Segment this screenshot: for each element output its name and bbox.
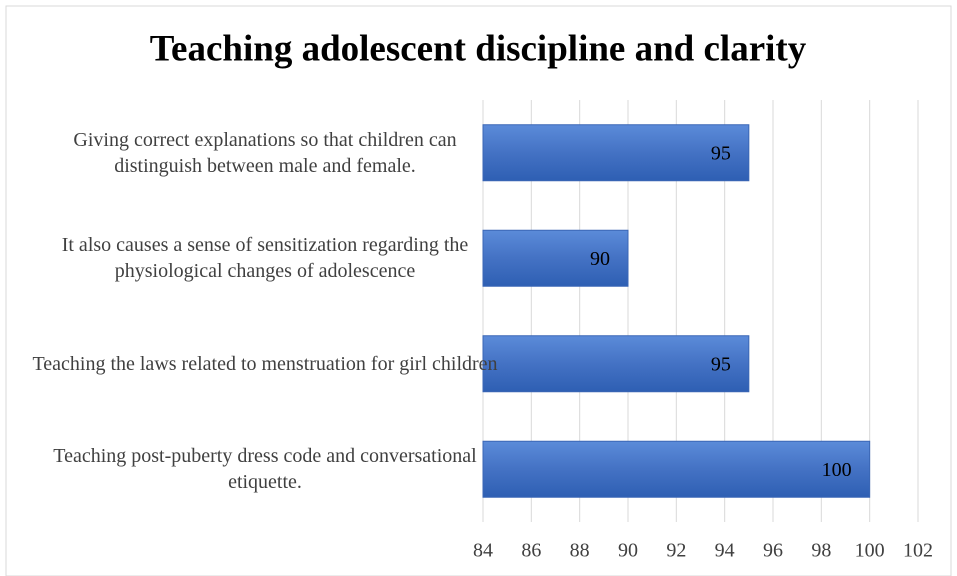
x-tick-label: 92	[666, 540, 686, 562]
bar	[482, 335, 750, 393]
y-tick-label: It also causes a sense of sensitization …	[61, 234, 469, 283]
data-label: 95	[711, 353, 731, 375]
x-tick-label: 88	[570, 540, 590, 562]
x-tick-label: 86	[521, 540, 541, 562]
x-tick-label: 98	[811, 540, 831, 562]
bar	[482, 124, 750, 182]
data-label: 95	[711, 142, 731, 164]
x-tick-label: 84	[473, 540, 493, 562]
bar	[482, 440, 871, 498]
x-tick-label: 100	[855, 540, 885, 562]
chart-title: Teaching adolescent discipline and clari…	[150, 28, 807, 69]
x-tick-label: 94	[715, 540, 735, 562]
x-tick-label: 102	[903, 540, 933, 562]
bar	[482, 229, 629, 287]
data-label: 90	[590, 248, 610, 270]
x-tick-label: 90	[618, 540, 638, 562]
x-tick-label: 96	[763, 540, 783, 562]
y-tick-label: Teaching post-puberty dress code and con…	[53, 445, 477, 494]
y-tick-label: Giving correct explanations so that chil…	[73, 128, 457, 177]
chart-border	[5, 5, 952, 576]
data-label: 100	[822, 459, 852, 481]
y-tick-label: Teaching the laws related to menstruatio…	[32, 352, 498, 375]
